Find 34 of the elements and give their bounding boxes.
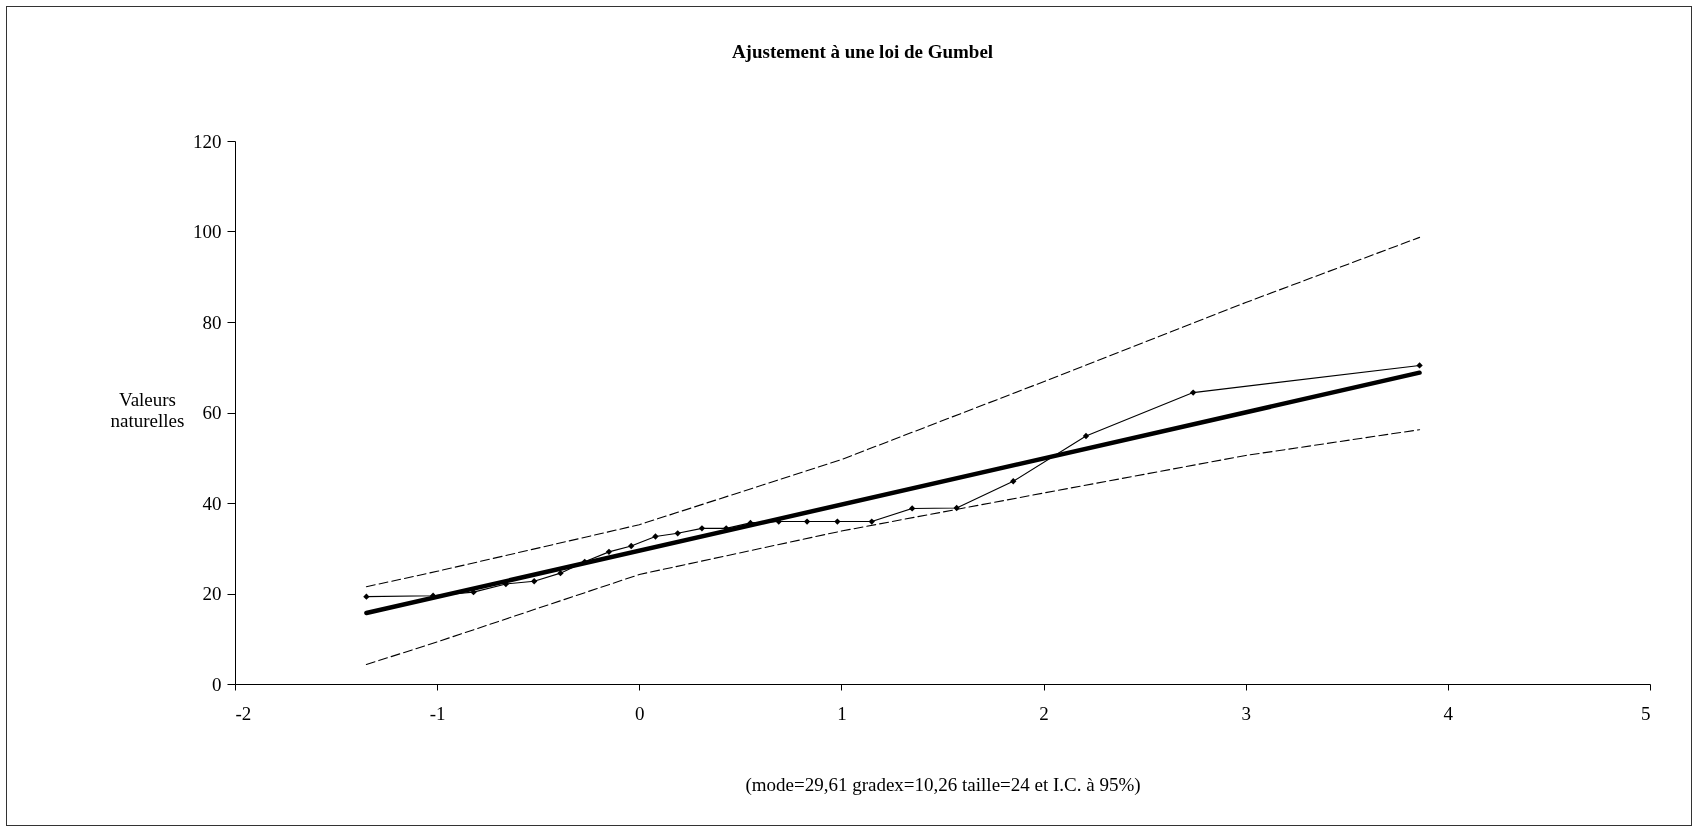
- x-tick-label: 3: [1241, 702, 1251, 724]
- point: [1010, 478, 1017, 485]
- point: [698, 525, 706, 532]
- y-tick-label: 80: [202, 311, 222, 333]
- x-tick-label: 5: [1641, 702, 1651, 724]
- line-series: [365, 236, 1421, 588]
- point: [868, 518, 875, 525]
- chart-title: Ajustement à une loi de Gumbel: [731, 41, 994, 62]
- y-tick-label: 20: [202, 583, 222, 604]
- point: [1082, 432, 1090, 440]
- y-tick-label: 100: [193, 221, 222, 242]
- x-axis-title: (mode=29,61 gradex=10,26 taille=24 et I.C. à 95%): [745, 773, 1141, 796]
- y-tick-label: 120: [193, 130, 222, 152]
- y-tick-label: 60: [202, 402, 222, 423]
- point: [1190, 389, 1197, 396]
- point: [674, 530, 681, 537]
- point: [363, 593, 370, 600]
- x-tick-label: -1: [429, 702, 446, 724]
- point: [652, 533, 659, 540]
- y-axis-title: Valeurs naturelles: [110, 388, 185, 431]
- y-tick-label: 40: [202, 492, 222, 514]
- point: [1416, 362, 1423, 369]
- point: [605, 548, 613, 556]
- point: [834, 518, 841, 525]
- x-tick-label: 1: [837, 702, 847, 724]
- x-tick-label: -2: [235, 702, 252, 724]
- point: [628, 542, 635, 550]
- y-tick-label: 0: [212, 673, 222, 695]
- point: [531, 578, 538, 585]
- x-tick-label: 0: [635, 702, 645, 724]
- x-tick-label: 4: [1443, 702, 1454, 724]
- point: [909, 505, 916, 512]
- point: [803, 518, 811, 525]
- x-tick-label: 2: [1039, 702, 1049, 724]
